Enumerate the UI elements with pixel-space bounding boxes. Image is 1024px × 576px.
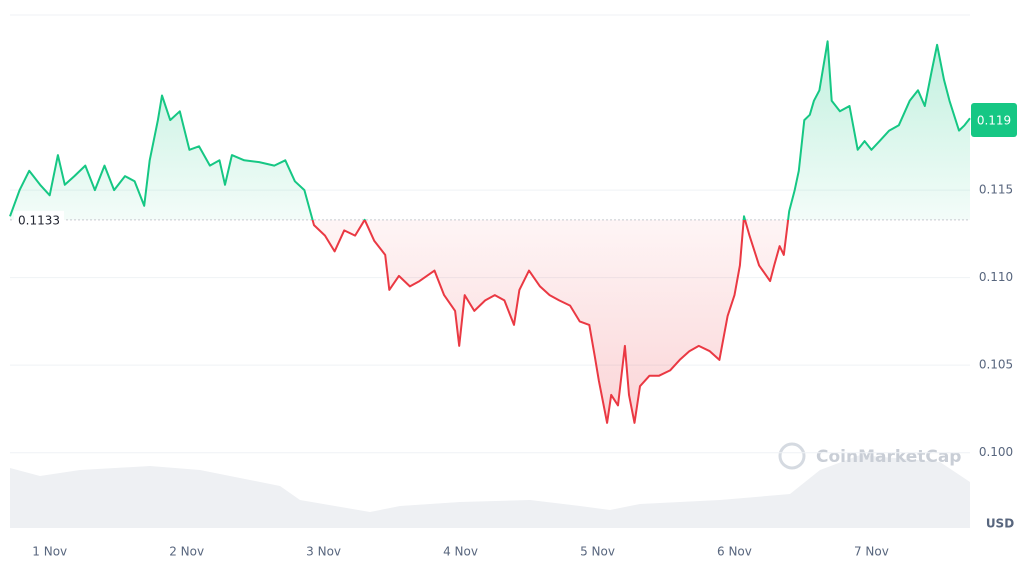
area-fill — [10, 41, 970, 423]
y-tick-label: 0.105 — [979, 358, 1013, 372]
x-tick-label: 3 Nov — [306, 545, 341, 559]
y-tick-label: 0.115 — [979, 183, 1013, 197]
baseline-label: 0.1133 — [18, 213, 60, 227]
price-line — [9, 40, 971, 424]
current-price-tag — [971, 103, 1017, 138]
y-tick-label: 0.100 — [979, 445, 1013, 459]
x-tick-label: 2 Nov — [169, 545, 204, 559]
watermark-text: CoinMarketCap — [816, 447, 961, 467]
current-price-label: 0.119 — [977, 114, 1011, 128]
watermark: CoinMarketCap — [778, 442, 961, 470]
x-tick-label: 4 Nov — [443, 545, 478, 559]
y-tick-label: 0.110 — [979, 270, 1013, 284]
volume-area — [10, 455, 970, 528]
y-axis-label: USD — [986, 517, 1014, 531]
x-tick-label: 1 Nov — [32, 545, 67, 559]
baseline-label-bg — [14, 210, 64, 229]
x-tick-label: 6 Nov — [717, 545, 752, 559]
x-tick-label: 7 Nov — [854, 545, 889, 559]
x-tick-label: 5 Nov — [580, 545, 615, 559]
